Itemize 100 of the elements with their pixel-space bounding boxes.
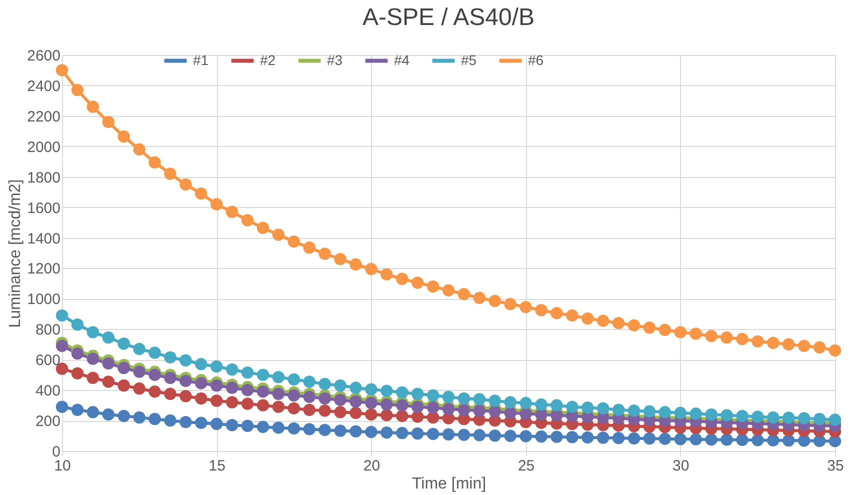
point — [226, 418, 238, 432]
point — [380, 409, 393, 422]
x-tick-label: 15 — [208, 458, 226, 474]
point — [164, 351, 176, 364]
point — [303, 390, 316, 404]
point — [210, 394, 223, 407]
point — [736, 332, 748, 346]
point — [56, 340, 68, 352]
chart-title: A-SPE / AS40/B — [362, 4, 535, 31]
point — [56, 309, 68, 322]
point — [520, 396, 532, 410]
point — [504, 298, 516, 310]
point — [86, 100, 100, 113]
point — [612, 432, 625, 444]
point — [442, 403, 455, 416]
point — [782, 434, 795, 447]
point — [365, 383, 378, 396]
point — [56, 64, 68, 76]
point — [180, 374, 192, 388]
point — [272, 422, 285, 434]
point — [272, 228, 285, 241]
legend-label: #5 — [461, 52, 477, 68]
y-tick-label: 600 — [35, 352, 60, 370]
y-axis-title: Luminance [mcd/m2] — [7, 179, 24, 328]
point — [133, 342, 146, 356]
point — [102, 331, 115, 344]
x-tick-label: 10 — [54, 458, 71, 474]
point — [535, 408, 548, 421]
point — [396, 426, 408, 440]
point — [535, 430, 548, 443]
point — [411, 427, 424, 440]
point — [736, 410, 748, 422]
y-tick-label: 0 — [52, 444, 60, 460]
point — [350, 258, 362, 271]
point — [520, 408, 532, 420]
point — [705, 433, 718, 446]
point — [473, 393, 486, 406]
y-tick-label: 2200 — [27, 108, 60, 126]
point — [705, 408, 718, 421]
point — [180, 390, 192, 402]
y-tick-label: 1400 — [27, 230, 60, 248]
point — [767, 434, 780, 446]
point — [396, 399, 408, 412]
point — [241, 366, 254, 379]
point — [164, 414, 176, 427]
point — [504, 396, 516, 408]
x-tick-label: 25 — [518, 458, 535, 474]
point — [442, 390, 455, 404]
point — [813, 412, 826, 426]
point — [628, 404, 640, 417]
point — [658, 324, 672, 336]
point — [133, 143, 146, 156]
point — [752, 434, 764, 446]
point — [813, 341, 826, 354]
point — [365, 408, 378, 421]
point — [782, 338, 795, 350]
point — [566, 309, 578, 322]
point — [56, 400, 68, 413]
point — [118, 410, 130, 422]
point — [628, 432, 640, 444]
point — [828, 414, 842, 426]
point — [118, 379, 130, 392]
point — [256, 420, 270, 434]
point — [71, 367, 84, 380]
point — [473, 429, 486, 442]
point — [535, 398, 548, 411]
legend-label: #2 — [260, 52, 276, 68]
point — [798, 434, 810, 447]
point — [256, 368, 270, 381]
point — [71, 404, 84, 416]
point — [442, 428, 455, 441]
point — [86, 406, 100, 418]
point — [674, 433, 687, 446]
point — [241, 398, 254, 410]
point — [86, 326, 100, 338]
point — [350, 406, 362, 420]
point — [195, 187, 208, 200]
point — [164, 388, 176, 400]
point — [210, 360, 223, 373]
point — [86, 352, 100, 365]
y-tick-label: 400 — [35, 382, 60, 400]
point — [288, 389, 300, 402]
point — [396, 272, 408, 286]
point — [458, 404, 470, 416]
y-tick-label: 2400 — [27, 78, 60, 95]
point — [180, 354, 192, 366]
legend-label: #3 — [327, 52, 343, 68]
point — [71, 347, 84, 360]
point — [550, 399, 563, 412]
point — [488, 394, 502, 407]
y-tick-label: 1200 — [27, 260, 60, 278]
point — [334, 252, 346, 266]
point — [71, 318, 84, 331]
point — [473, 292, 486, 304]
point — [752, 335, 764, 348]
point — [334, 379, 346, 392]
x-tick-label: 35 — [827, 458, 844, 474]
point — [256, 385, 270, 398]
point — [488, 294, 502, 308]
y-tick-label: 2000 — [27, 138, 60, 156]
